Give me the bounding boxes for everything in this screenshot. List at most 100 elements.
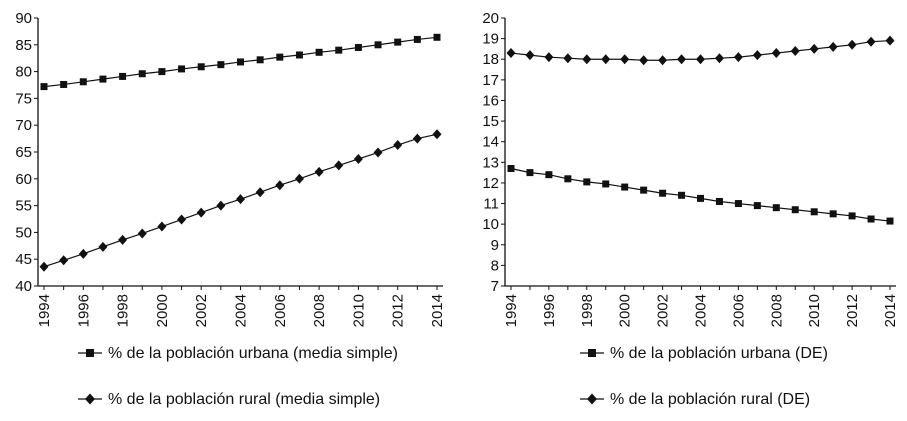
data-point-diamond	[334, 160, 344, 171]
y-tick-label: 85	[15, 37, 32, 54]
data-point-square	[354, 43, 362, 51]
data-point-square	[772, 204, 780, 212]
legend-label: % de la población rural (DE)	[610, 391, 810, 408]
data-point-diamond	[393, 140, 403, 151]
data-point-diamond	[59, 255, 69, 266]
data-point-square	[659, 189, 667, 197]
x-tick-label: 2000	[154, 294, 171, 327]
data-point-diamond	[275, 180, 285, 191]
y-tick-label: 45	[15, 251, 32, 268]
data-point-diamond	[236, 194, 245, 205]
data-point-diamond	[98, 241, 108, 252]
y-tick-label: 11	[483, 196, 499, 213]
x-tick-label: 2002	[193, 294, 210, 327]
chart-left: 40 45 50 55 60 65 70 75 80 85 90 1994 1996 1998 2000 20…	[15, 10, 446, 408]
data-point-square	[621, 183, 629, 191]
data-point-diamond	[866, 36, 876, 47]
data-point-square	[197, 63, 205, 71]
data-point-diamond	[78, 248, 88, 259]
data-point-square	[715, 197, 723, 205]
data-point-diamond	[828, 41, 838, 52]
data-point-diamond	[177, 214, 187, 225]
y-tick-label: 75	[15, 90, 32, 107]
y-tick-label: 10	[482, 216, 499, 233]
data-point-diamond	[255, 187, 265, 198]
data-point-diamond	[771, 48, 781, 59]
x-tick-label: 2014	[429, 294, 446, 327]
data-point-square	[545, 171, 553, 179]
y-tick-label: 16	[482, 92, 499, 109]
y-tick-label: 9	[491, 237, 499, 254]
data-point-square	[119, 72, 127, 80]
data-point-square	[315, 48, 323, 56]
data-point-square	[791, 206, 799, 214]
data-point-diamond	[620, 54, 630, 65]
data-point-square	[374, 41, 382, 49]
data-point-diamond	[696, 54, 705, 65]
x-tick-label: 2004	[693, 294, 710, 327]
legend-marker-square	[588, 349, 596, 357]
data-point-square	[583, 178, 591, 186]
x-tick-label: 1998	[579, 294, 596, 327]
data-point-square	[237, 58, 244, 66]
data-point-square	[60, 80, 68, 88]
data-point-diamond	[809, 43, 819, 54]
data-point-diamond	[658, 55, 668, 66]
data-point-square	[602, 180, 610, 188]
data-point-square	[848, 212, 856, 220]
data-point-square	[335, 46, 343, 54]
x-tick-label: 1994	[503, 294, 520, 327]
x-tick-label: 2010	[806, 294, 823, 327]
legend-marker-diamond	[85, 393, 95, 405]
data-point-square	[217, 61, 225, 69]
x-tick-label: 1994	[36, 294, 53, 327]
data-point-square	[178, 65, 186, 73]
data-point-diamond	[847, 39, 857, 50]
y-tick-label: 8	[491, 257, 499, 274]
data-point-square	[697, 194, 704, 202]
y-tick-label: 80	[15, 64, 32, 81]
y-tick-label: 50	[15, 224, 32, 241]
data-point-square	[79, 78, 87, 86]
y-tick-label: 7	[491, 278, 499, 295]
y-tick-label: 17	[482, 72, 499, 89]
data-point-square	[867, 215, 875, 223]
legend-label: % de la población urbana (DE)	[610, 345, 828, 362]
data-point-square	[40, 83, 48, 91]
data-point-diamond	[216, 200, 226, 211]
data-point-square	[295, 51, 303, 59]
y-tick-label: 19	[482, 31, 499, 48]
x-tick-label: 1998	[115, 294, 132, 327]
x-tick-label: 2008	[768, 294, 785, 327]
legend-label: % de la población rural (media simple)	[108, 391, 380, 408]
data-point-square	[829, 210, 837, 218]
data-point-diamond	[373, 147, 383, 158]
data-point-square	[433, 33, 441, 41]
data-point-diamond	[733, 52, 743, 63]
x-tick-label: 2006	[272, 294, 289, 327]
data-point-diamond	[353, 153, 363, 164]
data-point-square	[810, 208, 818, 216]
data-point-diamond	[582, 54, 592, 65]
y-tick-label: 15	[482, 113, 499, 130]
data-point-diamond	[294, 173, 304, 184]
data-point-diamond	[432, 129, 442, 140]
y-tick-label: 14	[482, 134, 499, 151]
y-tick-label: 13	[482, 154, 499, 171]
data-point-square	[394, 38, 402, 46]
x-tick-label: 2012	[390, 294, 407, 327]
data-point-diamond	[601, 54, 611, 65]
data-point-diamond	[39, 261, 49, 272]
data-point-diamond	[196, 207, 206, 218]
data-point-square	[256, 56, 264, 64]
data-point-diamond	[885, 35, 895, 46]
data-point-square	[507, 164, 515, 172]
y-tick-label: 70	[15, 117, 32, 134]
y-tick-label: 60	[15, 171, 32, 188]
legend-label: % de la población urbana (media simple)	[108, 345, 398, 362]
data-point-square	[734, 200, 742, 208]
data-point-square	[99, 75, 107, 83]
data-point-diamond	[412, 133, 422, 144]
